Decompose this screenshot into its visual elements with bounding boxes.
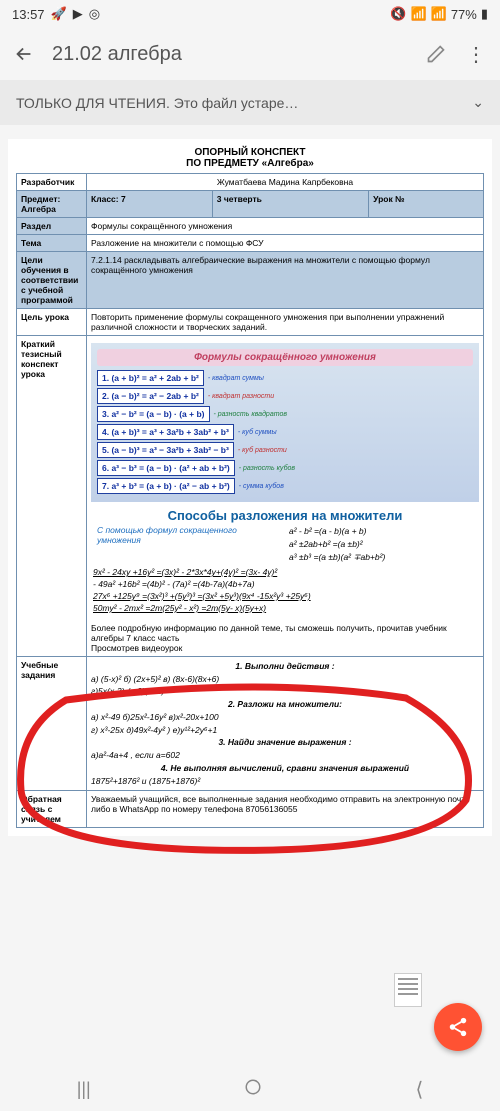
- formulas-title: Формулы сокращённого умножения: [97, 349, 473, 366]
- ex1: 9x² - 24xy +16y² =(3x)² - 2*3x*4y+(4y)² …: [93, 567, 477, 579]
- formula-row: 6. a³ − b³ = (a − b) · (a² + ab + b²) - р…: [97, 460, 473, 476]
- dev-label: Разработчик: [17, 174, 87, 191]
- goals-label: Цели обучения в соответствии с учебной п…: [17, 252, 87, 309]
- formula: 5. (a − b)³ = a³ − 3a²b + 3ab² − b³: [97, 442, 234, 458]
- methods-right: a² - b² =(a - b)(a + b) a² ±2ab+b² =(a ±…: [289, 525, 473, 563]
- formula-row: 3. a² − b² = (a − b) · (a + b) - разность…: [97, 406, 473, 422]
- lesson-goal-label: Цель урока: [17, 309, 87, 336]
- more-info: Более подробную информацию по данной тем…: [91, 623, 447, 643]
- feedback: Уважаемый учащийся, все выполненные зада…: [91, 794, 469, 804]
- t2b: г) x³-25x д)49х²-4у² ) е)у¹²+2у⁶+1: [91, 724, 479, 737]
- t2: 2. Разложи на множители:: [91, 698, 479, 711]
- nav-bar: ||| ⟨: [0, 1067, 500, 1111]
- formula: 4. (a + b)³ = a³ + 3a²b + 3ab² + b³: [97, 424, 234, 440]
- feedback-content: Уважаемый учащийся, все выполненные зада…: [87, 791, 484, 828]
- formula-label: - разность квадратов: [214, 411, 474, 418]
- back-button[interactable]: [12, 42, 36, 66]
- mr3: a³ ±b³ =(a ±b)(a² ∓ab+b²): [289, 551, 473, 564]
- app-bar: 21.02 алгебра ⋮: [0, 28, 500, 80]
- methods-sub: С помощью формул сокращенного умножения …: [91, 525, 479, 563]
- status-bar: 13:57 🚀 ▶ ◎ 🔇 📶 📶 77% ▮: [0, 0, 500, 28]
- battery-icon: ▮: [481, 6, 488, 22]
- formulas-box: Формулы сокращённого умножения 1. (a + b…: [91, 343, 479, 502]
- topic-label: Тема: [17, 235, 87, 252]
- formula-label: - сумма кубов: [239, 483, 473, 490]
- t3: 3. Найди значение выражения :: [91, 736, 479, 749]
- t1: 1. Выполни действия :: [91, 660, 479, 673]
- class-label: Класс: 7: [87, 191, 213, 218]
- formula-row: 1. (a + b)² = a² + 2ab + b² - квадрат сум…: [97, 370, 473, 386]
- nav-recent[interactable]: |||: [77, 1079, 91, 1100]
- doc-title2: ПО ПРЕДМЕТУ «Алгебра»: [16, 158, 484, 169]
- formula-label: - квадрат разности: [208, 393, 473, 400]
- watch: Просмотрев видеоурок: [91, 643, 182, 653]
- lesson-goal: Повторить применение формулы сокращенног…: [87, 309, 484, 336]
- ex3: 27x⁶ +125y⁹ =(3x²)³ +(5y³)³ =(3x² +5y³)(…: [93, 591, 477, 603]
- section: Формулы сокращённого умножения: [87, 218, 484, 235]
- share-fab[interactable]: [434, 1003, 482, 1051]
- examples: 9x² - 24xy +16y² =(3x)² - 2*3x*4y+(4y)² …: [91, 563, 479, 619]
- subject-label: Предмет: Алгебра: [17, 191, 87, 218]
- readonly-bar[interactable]: ТОЛЬКО ДЛЯ ЧТЕНИЯ. Это файл устаре… ⌄: [0, 80, 500, 125]
- brief-content: Формулы сокращённого умножения 1. (a + b…: [87, 336, 484, 657]
- section-label: Раздел: [17, 218, 87, 235]
- topic: Разложение на множители с помощью ФСУ: [87, 235, 484, 252]
- document: ОПОРНЫЙ КОНСПЕКТ ПО ПРЕДМЕТУ «Алгебра» Р…: [8, 139, 492, 836]
- ex2: - 49a² +16b² =(4b)² - (7a)² =(4b-7a)(4b+…: [93, 579, 477, 591]
- formula: 7. a³ + b³ = (a + b) · (a² − ab + b²): [97, 478, 235, 494]
- formula-row: 4. (a + b)³ = a³ + 3a²b + 3ab² + b³ - куб…: [97, 424, 473, 440]
- mute-icon: 🔇: [390, 6, 406, 22]
- rocket-icon: 🚀: [51, 6, 67, 22]
- methods-left: С помощью формул сокращенного умножения: [97, 525, 281, 563]
- wifi-icon: 📶: [410, 6, 426, 22]
- brief-label: Краткий тезисный конспект урока: [17, 336, 87, 657]
- chevron-down-icon: ⌄: [472, 94, 484, 111]
- feedback-label: Обратная связь с учителем: [17, 791, 87, 828]
- ex4: 50my² - 2mx² =2m(25y² - x²) =2m(5y- x)(5…: [93, 603, 477, 615]
- instagram-icon: ◎: [89, 6, 100, 22]
- page-thumbnail-icon[interactable]: [394, 973, 422, 1007]
- t4a: 1875²+1876² и (1875+1876)²: [91, 775, 479, 788]
- info-table: Разработчик Жуматбаева Мадина Капрбековн…: [16, 173, 484, 828]
- formula: 3. a² − b² = (a − b) · (a + b): [97, 406, 210, 422]
- formula-label: - квадрат суммы: [208, 375, 473, 382]
- feedback2: либо в WhatsApp по номеру телефона 87056…: [91, 804, 297, 814]
- t1b: г)5x(x-3)-(x-8)(x+8): [91, 685, 479, 698]
- youtube-icon: ▶: [73, 6, 83, 22]
- signal-icon: 📶: [431, 6, 447, 22]
- dev-name: Жуматбаева Мадина Капрбековна: [87, 174, 484, 191]
- formula: 2. (a − b)² = a² − 2ab + b²: [97, 388, 204, 404]
- formula-label: - куб разности: [238, 447, 473, 454]
- methods-title: Способы разложения на множители: [91, 508, 479, 523]
- tasks-label: Учебные задания: [17, 656, 87, 791]
- nav-home[interactable]: [244, 1078, 262, 1101]
- doc-title1: ОПОРНЫЙ КОНСПЕКТ: [16, 147, 484, 158]
- status-time: 13:57: [12, 7, 45, 22]
- formula: 1. (a + b)² = a² + 2ab + b²: [97, 370, 204, 386]
- goals: 7.2.1.14 раскладывать алгебраические выр…: [87, 252, 484, 309]
- t3a: а)a²-4a+4 , если a=602: [91, 749, 479, 762]
- more-button[interactable]: ⋮: [464, 42, 488, 66]
- battery-text: 77%: [451, 7, 477, 22]
- formula-row: 2. (a − b)² = a² − 2ab + b² - квадрат раз…: [97, 388, 473, 404]
- formula: 6. a³ − b³ = (a − b) · (a² + ab + b²): [97, 460, 235, 476]
- status-left: 13:57 🚀 ▶ ◎: [12, 6, 100, 22]
- formula-label: - разность кубов: [239, 465, 473, 472]
- formula-label: - куб суммы: [238, 429, 473, 436]
- mr2: a² ±2ab+b² =(a ±b)²: [289, 538, 473, 551]
- t1a: а) (5-x)² б) (2x+5)² в) (8x-6)(8x+6): [91, 673, 479, 686]
- t2a: а) x²-49 б)25x²-16y² в)x²-20x+100: [91, 711, 479, 724]
- lesson-label: Урок №: [369, 191, 484, 218]
- app-title: 21.02 алгебра: [52, 43, 408, 66]
- t4: 4. Не выполняя вычислений, сравни значен…: [91, 762, 479, 775]
- status-right: 🔇 📶 📶 77% ▮: [390, 6, 488, 22]
- mr1: a² - b² =(a - b)(a + b): [289, 525, 473, 538]
- nav-back[interactable]: ⟨: [415, 1077, 423, 1102]
- formula-row: 7. a³ + b³ = (a + b) · (a² − ab + b²) - с…: [97, 478, 473, 494]
- formula-row: 5. (a − b)³ = a³ − 3a²b + 3ab² − b³ - куб…: [97, 442, 473, 458]
- tasks-content: 1. Выполни действия : а) (5-x)² б) (2x+5…: [87, 656, 484, 791]
- quarter-label: 3 четверть: [212, 191, 368, 218]
- edit-button[interactable]: [424, 42, 448, 66]
- readonly-text: ТОЛЬКО ДЛЯ ЧТЕНИЯ. Это файл устаре…: [16, 95, 298, 111]
